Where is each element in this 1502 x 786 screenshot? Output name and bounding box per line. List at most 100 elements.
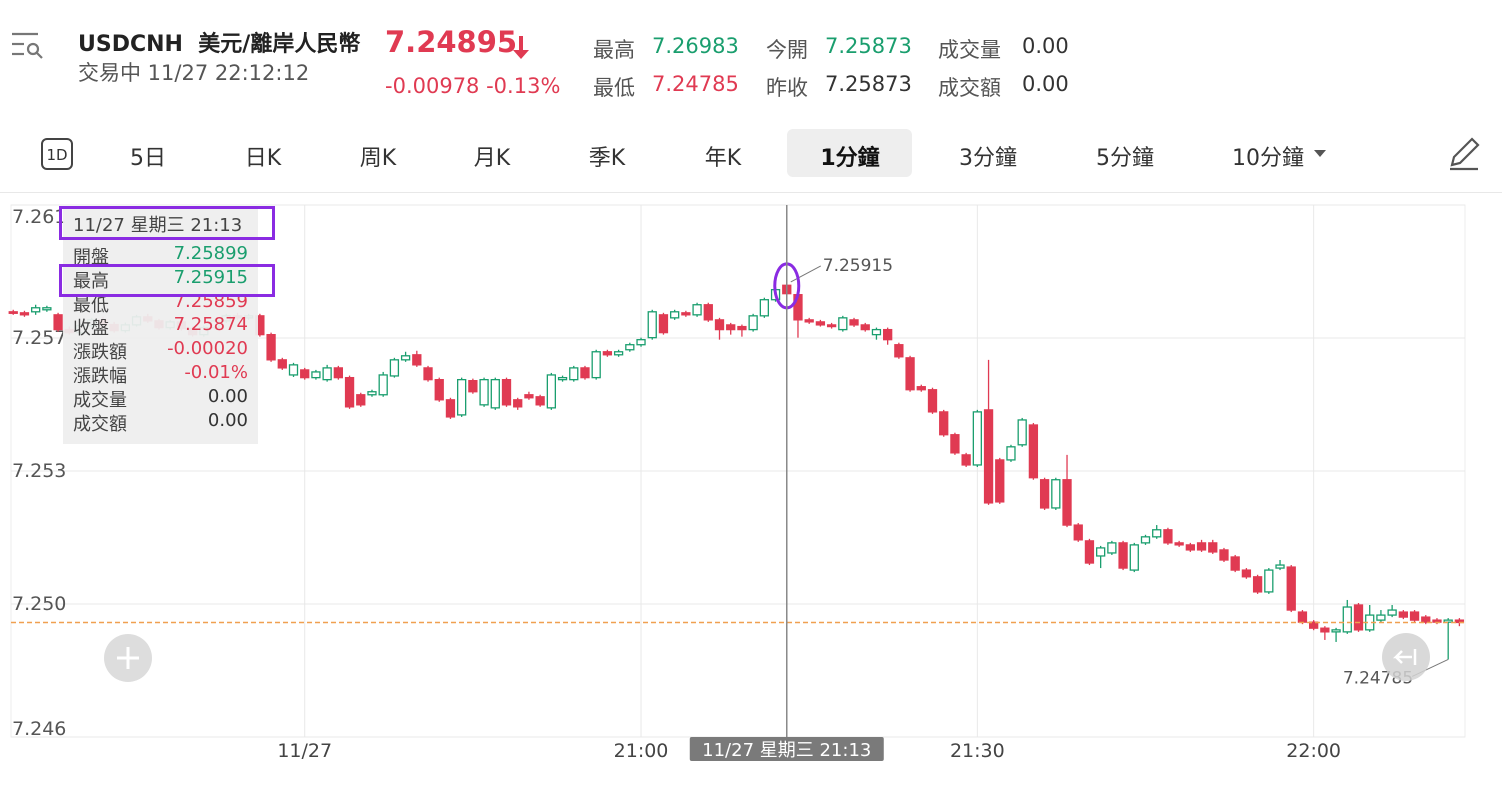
candle-body [647,311,657,339]
candle-body [726,324,736,331]
candle-body [826,324,837,328]
high-pointer [790,265,822,283]
stat-label: 成交量 [938,38,1001,62]
candle-body [569,367,579,381]
add-button[interactable] [104,634,152,682]
candle-body [983,409,994,504]
stat-label: 最低 [593,76,635,100]
highlight-box [59,264,275,297]
1d-icon[interactable]: 1D [41,138,73,170]
candle-body [1096,547,1106,557]
y-tick-label: 7.250 [12,593,66,615]
candle-body [950,434,960,454]
candle-body [445,399,456,418]
candle-body [916,386,926,391]
tab[interactable]: 季K [588,146,626,171]
tab[interactable]: 月K [473,146,511,171]
candle-body [1219,549,1229,561]
divider [0,192,1502,193]
candle-body [389,359,400,377]
tab[interactable]: 3分鐘 [959,146,1017,171]
candle-body [1107,542,1117,554]
tab[interactable]: 10分鐘 [1232,146,1304,171]
tooltip-row: 漲跌幅 -0.01% [73,362,248,387]
candle-body [423,367,433,381]
tooltip-row: 成交量 0.00 [73,385,248,411]
candle-body [266,333,276,361]
tooltip-value: 0.00 [207,385,248,407]
candle-body [681,312,691,316]
tooltip-value: -0.00020 [167,338,248,360]
tooltip-label: 漲跌額 [73,342,127,364]
candle-body [714,319,725,331]
candle-body [1264,569,1274,593]
candle-body [378,374,388,396]
tab[interactable]: 1分鐘 [820,146,880,171]
tooltip-value: 7.25899 [173,243,248,264]
candle-body [1174,542,1184,546]
tooltip-label: 開盤 [73,247,109,268]
symbol-code: USDCNH [78,32,183,57]
candle-body [972,411,982,466]
candle-body [288,364,299,376]
candle-body [8,311,18,314]
tooltip-label: 成交量 [73,389,127,411]
candle-body [804,319,814,323]
candle-body [1353,604,1364,631]
dropdown-arrow [1314,150,1326,157]
tooltip-row: 成交額 0.00 [73,410,248,435]
symbol-name: 美元/離岸人民幣 [198,32,361,57]
stat-value: 7.25873 [825,34,912,58]
candle-body [1118,542,1128,569]
candle-body [1342,606,1352,633]
back-button[interactable] [1382,633,1430,681]
candle-body [546,374,556,409]
tab[interactable]: 5分鐘 [1096,146,1154,171]
candle-body [277,359,287,369]
stat-value: 7.24785 [652,72,739,96]
candle-body [670,311,680,319]
tab[interactable]: 年K [704,146,742,171]
candle-body [1241,569,1252,578]
highlight-box [59,206,275,240]
candle-body [19,312,30,316]
candle-body [636,339,646,346]
pencil-icon[interactable] [1446,135,1482,173]
1d-text: 1D [46,146,67,164]
candle-body [1185,544,1195,551]
tab[interactable]: 周K [359,146,397,171]
candle-body [524,394,534,399]
candle-body [400,355,411,361]
menu-icon[interactable] [12,30,44,62]
candle-body [737,325,747,331]
tooltip-value: -0.01% [184,362,248,383]
stat-value: 0.00 [1022,72,1069,96]
candle-body [1320,627,1330,633]
candle-body [995,459,1005,503]
candle-body [1163,529,1173,544]
tooltip-label: 最高 [73,270,109,292]
y-tick-label: 7.257 [12,327,66,349]
candle-body [412,354,422,366]
candle-body [333,367,343,379]
candle-body [894,344,904,358]
candle-body [1230,556,1240,571]
y-tick-label: 7.253 [12,460,66,482]
candle-body [883,328,893,341]
tooltip-value: 7.25874 [173,314,248,336]
candle-body [557,376,568,381]
tooltip: 11/27 星期三 21:13 開盤 7.25899 最高 7.25915 最低 7.25… [63,208,258,444]
candle-body [311,371,321,379]
tooltip-label: 最低 [73,294,109,316]
candle-body [1309,621,1319,629]
tab[interactable]: 5日 [130,146,166,171]
candle-body [591,351,601,379]
x-tick-label: 21:30 [950,740,1005,762]
candle-body [1017,419,1027,446]
candle-body [1331,629,1341,633]
candle-body [1421,616,1431,623]
tab[interactable]: 日K [244,146,282,171]
change-value: -0.00978 [385,74,480,98]
stat-label: 成交額 [938,76,1001,100]
